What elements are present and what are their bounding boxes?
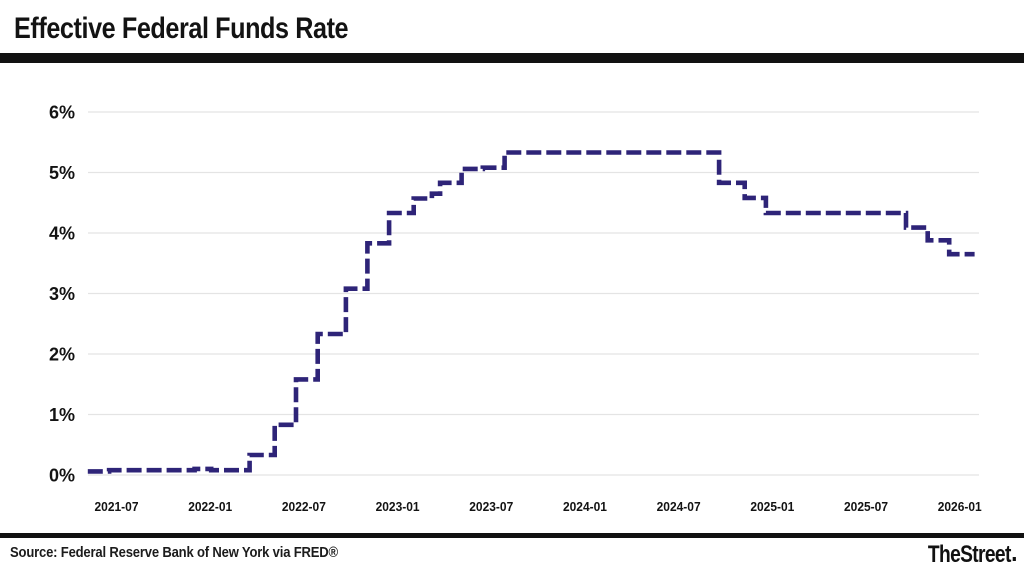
y-axis-label-5%: 5% — [49, 163, 75, 183]
chart-title: Effective Federal Funds Rate — [14, 12, 412, 46]
y-axis-label-2%: 2% — [49, 345, 75, 365]
x-axis-label-2025-01: 2025-01 — [750, 499, 794, 514]
effr-step-chart: 0% 1% 2% 3% 4% 5% 6% 2021-07 2022-01 2022-07 2023-… — [49, 103, 982, 515]
x-axis-label-2026-01: 2026-01 — [938, 499, 982, 514]
y-axis-label-0%: 0% — [49, 466, 75, 486]
bottom-divider-bar — [0, 533, 1024, 538]
x-axis-label-2021-07: 2021-07 — [95, 499, 139, 514]
x-axis-label-2024-07: 2024-07 — [657, 499, 701, 514]
x-axis-label-2022-07: 2022-07 — [282, 499, 326, 514]
y-axis-label-1%: 1% — [49, 405, 75, 425]
x-axis-label-2023-07: 2023-07 — [469, 499, 513, 514]
brand-logo-dot — [1011, 557, 1015, 561]
x-axis-label-2024-01: 2024-01 — [563, 499, 607, 514]
x-axis-label-2022-01: 2022-01 — [188, 499, 232, 514]
brand-logo: TheStreet — [927, 541, 1015, 569]
x-axis-label-2025-07: 2025-07 — [844, 499, 888, 514]
brand-logo-text: TheStreet — [927, 541, 1011, 568]
y-axis-label-3%: 3% — [49, 284, 75, 304]
top-divider-bar — [0, 53, 1024, 63]
y-axis-label-4%: 4% — [49, 224, 75, 244]
x-axis-label-2023-01: 2023-01 — [376, 499, 420, 514]
effr-series-line — [87, 150, 975, 474]
chart-title-text: Effective Federal Funds Rate — [14, 12, 349, 45]
y-axis-label-6%: 6% — [49, 103, 75, 123]
source-credit: Source: Federal Reserve Bank of New York… — [10, 545, 338, 561]
